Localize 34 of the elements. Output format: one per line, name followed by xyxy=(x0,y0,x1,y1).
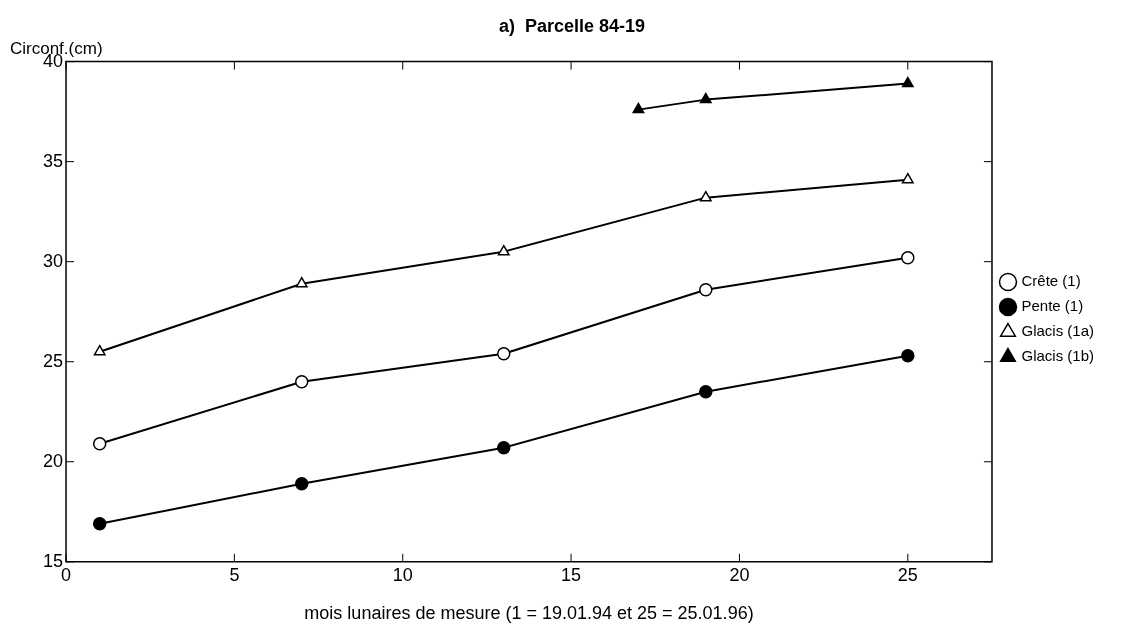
point xyxy=(699,92,712,104)
chart-title: a) Parcelle 84-19 xyxy=(498,15,646,36)
point xyxy=(92,517,107,531)
x-tick-label: 25 xyxy=(897,564,918,585)
legend-label: Glacis (1a) xyxy=(1021,322,1095,340)
x-tick-label: 20 xyxy=(729,564,750,585)
y-tick-label: 20 xyxy=(42,450,64,471)
x-tick-label: 10 xyxy=(392,564,413,585)
point xyxy=(92,437,107,451)
point xyxy=(497,346,511,361)
point xyxy=(901,76,914,88)
point xyxy=(93,344,106,356)
point xyxy=(901,172,914,184)
x-tick-label: 5 xyxy=(229,564,240,585)
point xyxy=(497,441,511,455)
point xyxy=(294,374,309,389)
y-tick-label: 25 xyxy=(42,350,64,371)
x-tick-label: 0 xyxy=(61,564,72,585)
point xyxy=(699,282,713,297)
y-tick-label: 35 xyxy=(42,150,64,171)
point xyxy=(901,250,915,265)
point xyxy=(699,384,713,399)
legend-label: Glacis (1b) xyxy=(1021,347,1095,365)
point xyxy=(497,244,510,256)
y-tick-label: 30 xyxy=(42,250,64,271)
x-tick-label: 15 xyxy=(561,564,582,585)
point xyxy=(294,477,309,491)
point xyxy=(295,276,308,288)
point xyxy=(632,102,645,114)
legend-label: Pente (1) xyxy=(1021,297,1084,315)
point xyxy=(699,190,712,202)
x-axis-title: mois lunaires de mesure (1 = 19.01.94 et 25 = 25.01.96) xyxy=(304,603,754,624)
legend-label: Crête (1) xyxy=(1021,272,1081,290)
point xyxy=(901,348,915,363)
